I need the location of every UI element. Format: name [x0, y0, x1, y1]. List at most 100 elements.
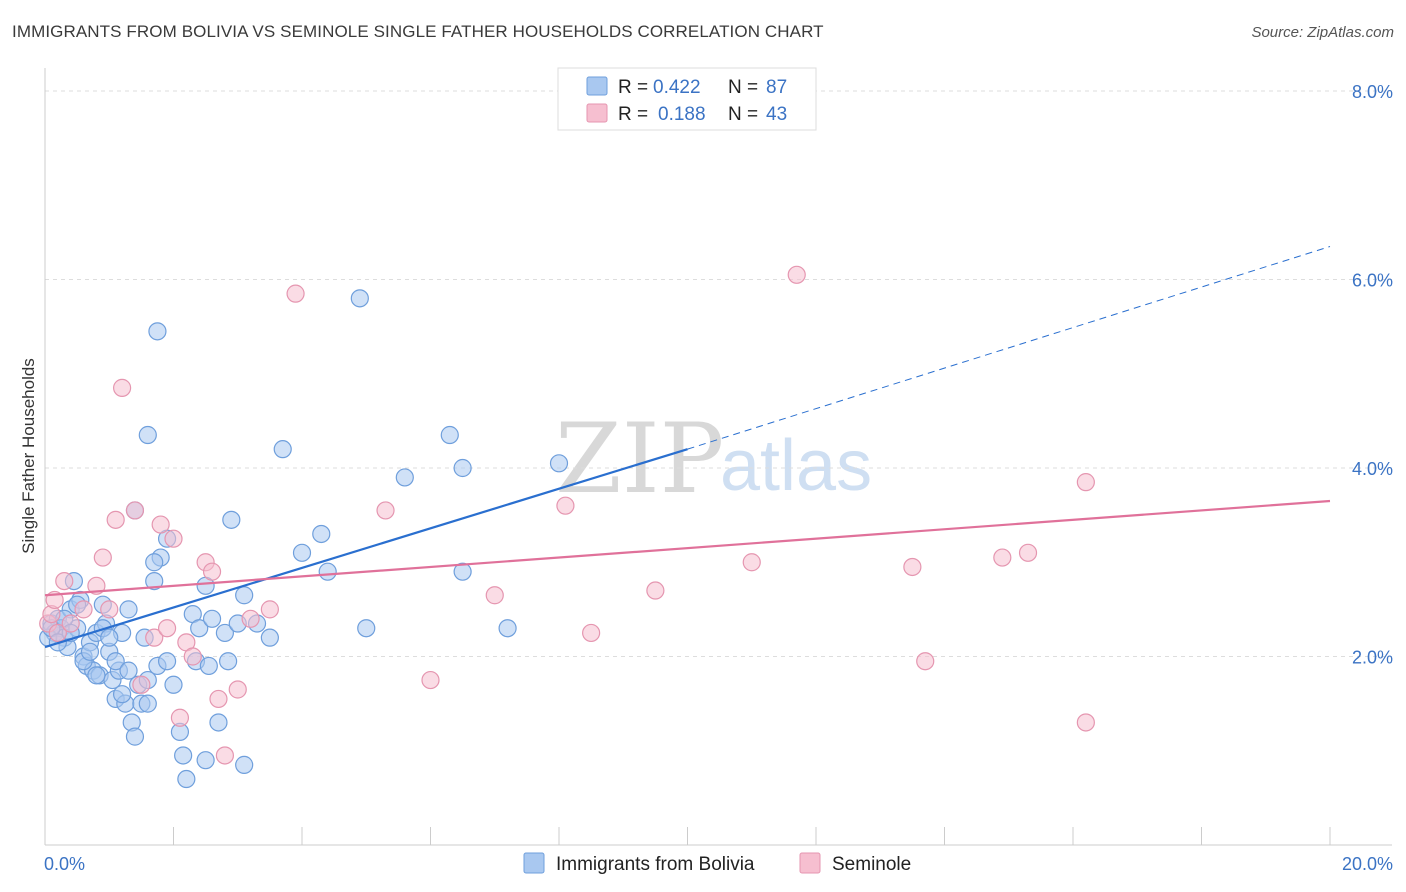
point-seminole — [106, 510, 125, 529]
x-tick-label: 0.0% — [44, 854, 85, 874]
point-bolivia — [549, 454, 569, 473]
axes — [44, 68, 1392, 846]
legend-n-value-1: 87 — [766, 77, 787, 98]
point-bolivia — [138, 425, 157, 445]
bottom-legend-label-bolivia: Immigrants from Bolivia — [556, 854, 755, 875]
point-seminole — [183, 647, 202, 666]
point-bolivia — [100, 628, 119, 647]
point-bolivia — [235, 586, 254, 605]
point-seminole — [742, 553, 761, 572]
point-bolivia — [87, 666, 106, 685]
trend-line-seminole — [44, 499, 1331, 597]
point-bolivia — [80, 642, 100, 661]
point-seminole — [228, 680, 247, 699]
trend-line-bolivia-extension — [687, 246, 1331, 450]
watermark-zip: ZIP — [555, 403, 724, 515]
legend-r-label-1: R = — [618, 77, 648, 98]
point-seminole — [151, 515, 170, 534]
point-bolivia — [190, 619, 209, 638]
point-bolivia — [145, 553, 164, 572]
point-bolivia — [119, 600, 138, 619]
legend-swatch-bolivia — [586, 76, 608, 96]
y-axis-label: Single Father Households — [19, 358, 38, 554]
legend-r-label-2: R = — [618, 104, 648, 125]
point-bolivia — [292, 543, 312, 562]
point-bolivia — [119, 661, 138, 680]
point-seminole — [556, 496, 575, 515]
point-seminole — [100, 600, 119, 619]
point-seminole — [157, 619, 177, 638]
point-seminole — [260, 600, 279, 619]
point-seminole — [164, 529, 183, 548]
point-seminole — [485, 586, 504, 605]
correlation-legend: R = 0.422 N = 87 R = 0.188 N = 43 — [557, 67, 817, 131]
bottom-legend-label-seminole: Seminole — [832, 854, 911, 875]
point-bolivia — [395, 468, 414, 487]
legend-r-value-1: 0.422 — [653, 77, 701, 98]
point-bolivia — [106, 652, 125, 671]
point-seminole — [582, 623, 601, 643]
point-seminole — [209, 689, 228, 709]
legend-r-value-2: 0.188 — [658, 104, 706, 125]
point-seminole — [132, 675, 151, 694]
point-bolivia — [498, 619, 517, 638]
point-seminole — [202, 562, 222, 581]
point-seminole — [376, 501, 395, 520]
point-seminole — [93, 548, 112, 567]
point-bolivia — [202, 609, 222, 628]
legend-swatch-seminole — [586, 103, 608, 123]
point-seminole — [170, 708, 190, 727]
y-tick-label: 6.0% — [1352, 271, 1393, 291]
point-bolivia — [125, 727, 145, 746]
series-seminole-points — [39, 265, 1095, 765]
point-seminole — [112, 378, 132, 397]
point-seminole — [74, 600, 93, 619]
point-bolivia — [357, 619, 376, 638]
point-bolivia — [312, 524, 331, 544]
point-bolivia — [145, 571, 164, 591]
tick-labels: 2.0% 4.0% 6.0% 8.0% 0.0% 20.0% — [44, 82, 1393, 874]
point-bolivia — [235, 755, 254, 774]
bottom-legend-swatch-bolivia — [523, 852, 545, 874]
legend-n-label-2: N = — [728, 104, 758, 125]
point-bolivia — [112, 685, 132, 704]
point-bolivia — [209, 713, 228, 732]
y-tick-label: 8.0% — [1352, 82, 1393, 102]
point-bolivia — [174, 746, 193, 765]
point-seminole — [145, 628, 164, 647]
source-credit: Source: ZipAtlas.com — [1251, 24, 1394, 41]
point-bolivia — [219, 652, 238, 671]
point-bolivia — [196, 751, 215, 770]
point-bolivia — [215, 623, 234, 643]
legend-n-value-2: 43 — [766, 104, 787, 125]
point-bolivia — [440, 425, 459, 445]
point-seminole — [61, 614, 80, 633]
chart-title: IMMIGRANTS FROM BOLIVIA VS SEMINOLE SING… — [12, 22, 824, 41]
y-tick-label: 2.0% — [1352, 648, 1393, 668]
y-tick-label: 4.0% — [1352, 459, 1393, 479]
point-seminole — [1018, 543, 1038, 562]
point-seminole — [125, 501, 145, 520]
bottom-legend-swatch-seminole — [799, 852, 821, 874]
trend-line-bolivia — [44, 448, 688, 649]
point-seminole — [1076, 473, 1095, 492]
point-seminole — [241, 609, 260, 628]
point-seminole — [286, 284, 305, 303]
gridlines — [45, 90, 1392, 657]
point-bolivia — [177, 769, 196, 789]
point-seminole — [48, 623, 67, 643]
point-bolivia — [453, 562, 472, 581]
point-bolivia — [148, 322, 167, 341]
point-seminole — [55, 571, 74, 591]
watermark-atlas: atlas — [720, 426, 872, 506]
x-tick-label: 20.0% — [1342, 854, 1393, 874]
series-legend: Immigrants from Bolivia Seminole — [523, 852, 911, 875]
point-bolivia — [138, 694, 157, 713]
point-bolivia — [453, 458, 472, 478]
point-seminole — [646, 581, 665, 600]
point-seminole — [787, 265, 806, 284]
point-bolivia — [164, 675, 183, 694]
point-seminole — [1076, 713, 1095, 732]
point-bolivia — [199, 656, 218, 676]
